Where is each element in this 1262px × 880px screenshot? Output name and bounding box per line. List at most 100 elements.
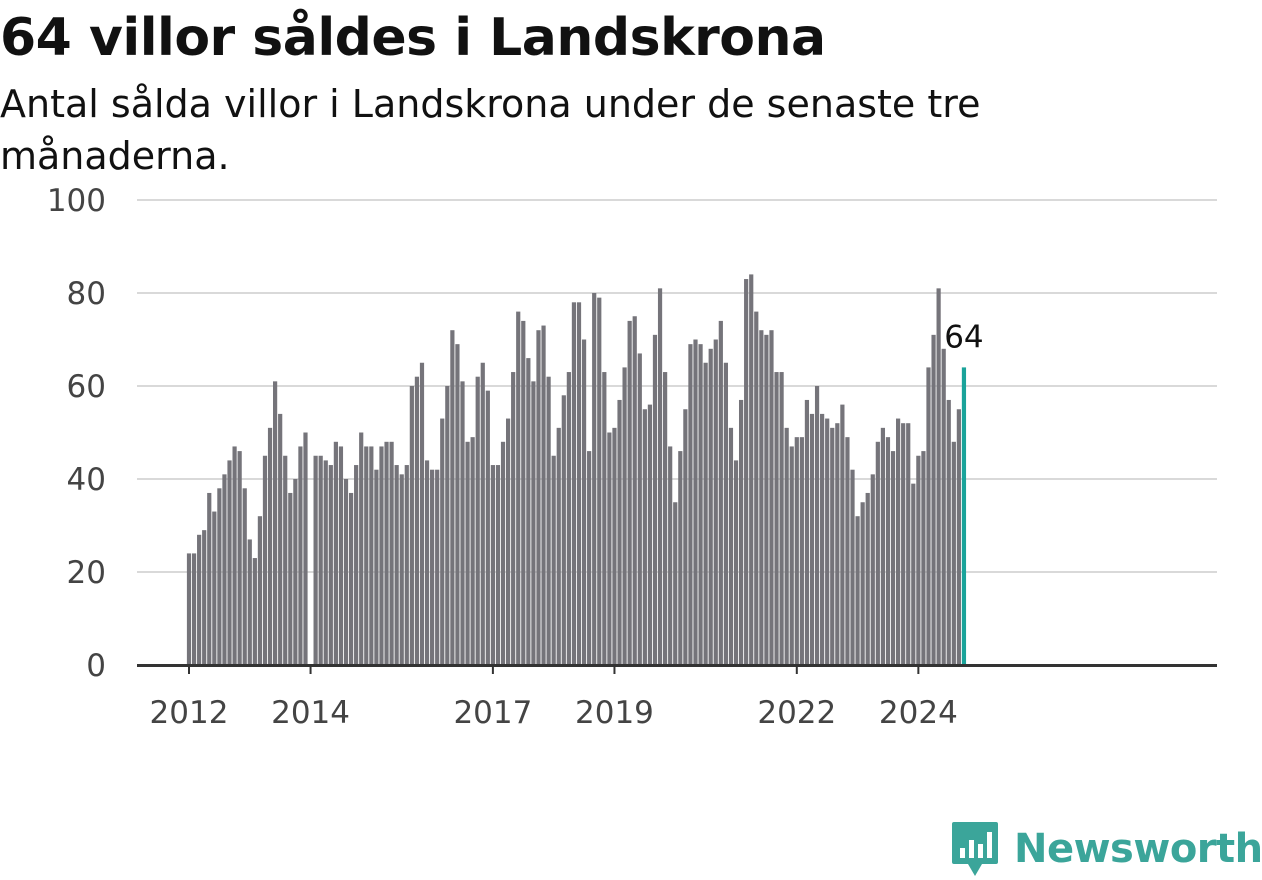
bar <box>455 344 460 665</box>
bar <box>465 441 470 665</box>
bar <box>561 395 566 665</box>
bar <box>293 479 298 665</box>
bar <box>835 423 840 665</box>
chart-title: 64 villor såldes i Landskrona <box>0 8 826 68</box>
y-tick-label: 100 <box>47 183 106 219</box>
bar <box>663 372 668 665</box>
bar <box>480 362 485 665</box>
bar <box>794 437 799 665</box>
bar <box>470 437 475 665</box>
bar <box>845 437 850 665</box>
bar <box>252 558 257 665</box>
bar <box>926 367 931 665</box>
newsworthy-logo: Newsworthy <box>950 818 1262 880</box>
bar <box>267 427 273 665</box>
bar <box>202 530 207 665</box>
bar <box>713 339 718 665</box>
bar <box>521 320 526 665</box>
bar <box>531 381 536 665</box>
bar <box>323 460 328 665</box>
bar <box>364 446 369 665</box>
bar <box>374 469 379 665</box>
bar <box>749 274 754 665</box>
x-tick-label: 2017 <box>453 695 532 731</box>
x-tick-label: 2014 <box>271 695 350 731</box>
bar <box>571 302 577 665</box>
x-tick-label: 2022 <box>757 695 836 731</box>
bar <box>247 539 252 665</box>
bar <box>754 311 759 665</box>
bar <box>825 418 830 665</box>
x-tick-label: 2019 <box>575 695 654 731</box>
bar <box>597 297 602 665</box>
bar <box>759 330 764 665</box>
bar <box>941 348 946 665</box>
bar <box>581 339 587 665</box>
bar <box>814 386 820 665</box>
bar <box>298 446 303 665</box>
bar <box>273 381 278 665</box>
bar <box>217 488 222 665</box>
bar <box>576 302 582 665</box>
bar <box>303 432 308 665</box>
bar <box>389 441 394 665</box>
bar <box>414 376 420 665</box>
bar <box>227 460 232 665</box>
x-tick-label: 2024 <box>879 695 958 731</box>
bar <box>865 492 870 665</box>
bar <box>698 344 703 665</box>
bar <box>678 451 683 665</box>
bar <box>718 320 723 665</box>
bar <box>637 353 642 665</box>
bar <box>885 437 891 665</box>
bar <box>870 474 875 665</box>
bar <box>804 399 810 665</box>
bar <box>820 413 825 665</box>
bar <box>617 399 622 665</box>
bar <box>516 311 521 665</box>
bar <box>723 362 728 665</box>
bar <box>348 492 354 665</box>
bar <box>875 441 880 665</box>
bar <box>799 437 804 665</box>
y-tick-label: 40 <box>67 462 106 498</box>
bar <box>278 413 283 665</box>
bar <box>430 469 435 665</box>
bar <box>379 446 384 665</box>
bar <box>283 455 288 665</box>
bar <box>668 446 673 665</box>
bar <box>242 488 247 665</box>
bar <box>860 502 865 665</box>
bar <box>627 320 632 665</box>
bar <box>475 376 480 665</box>
bar <box>404 465 409 665</box>
bar <box>901 423 906 665</box>
bar <box>435 469 440 665</box>
bar <box>506 418 511 665</box>
bar <box>551 455 556 665</box>
bar <box>931 334 936 665</box>
chart-subtitle: Antal sålda villor i Landskrona under de… <box>0 82 981 178</box>
bars <box>186 274 967 665</box>
bar <box>207 492 212 665</box>
bar <box>313 455 318 665</box>
bar <box>450 330 455 665</box>
bar <box>359 432 364 665</box>
bar <box>546 376 551 665</box>
bar <box>536 330 541 665</box>
bar <box>607 432 612 665</box>
bar <box>257 516 263 665</box>
bar <box>333 441 338 665</box>
bar <box>774 372 779 665</box>
bar <box>343 479 349 665</box>
bar <box>850 469 855 665</box>
bar <box>769 330 774 665</box>
bar <box>328 465 333 665</box>
latest-value-label: 64 <box>944 319 983 355</box>
bar <box>186 553 192 665</box>
bar <box>647 404 653 665</box>
bar <box>632 316 637 665</box>
bar <box>318 455 323 665</box>
bar <box>921 451 926 665</box>
bar <box>394 465 399 665</box>
